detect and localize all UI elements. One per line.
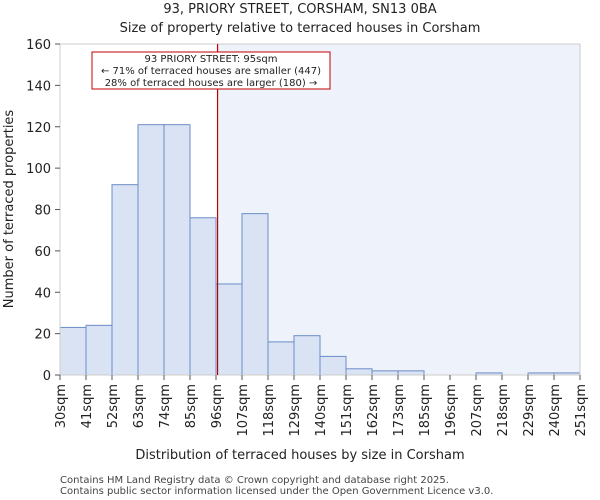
- y-tick-label: 20: [34, 328, 51, 343]
- x-tick-label: 107sqm: [236, 384, 251, 437]
- x-tick-label: 251sqm: [574, 384, 589, 437]
- y-tick-label: 140: [26, 79, 51, 94]
- x-tick-label: 229sqm: [522, 384, 537, 437]
- x-axis-ticks: 30sqm 41sqm 52sqm 63sqm 74sqm 85sqm 96sqm 107sq…: [54, 375, 589, 437]
- bar-52sqm: [111, 184, 139, 376]
- y-tick-label: 40: [34, 286, 51, 301]
- footer-line1: Contains HM Land Registry data © Crown c…: [60, 475, 449, 486]
- x-tick-label: 30sqm: [54, 384, 69, 428]
- chart-title-line2: Size of property relative to terraced ho…: [120, 21, 481, 36]
- bar-85sqm: [189, 217, 217, 376]
- x-tick-label: 63sqm: [132, 384, 147, 428]
- bar-30sqm: [59, 326, 87, 376]
- x-tick-label: 185sqm: [418, 384, 433, 437]
- y-tick-label: 0: [43, 369, 51, 384]
- x-tick-label: 41sqm: [80, 384, 95, 428]
- x-tick-label: 240sqm: [548, 384, 563, 437]
- y-tick-label: 160: [26, 38, 51, 53]
- bar-63sqm: [137, 124, 165, 376]
- x-tick-label: 218sqm: [496, 384, 511, 437]
- x-tick-label: 207sqm: [470, 384, 485, 437]
- bar-162sqm: [371, 370, 399, 376]
- annotation-box: 93 PRIORY STREET: 95sqm ← 71% of terrace…: [91, 51, 331, 90]
- bar-118sqm: [267, 341, 295, 376]
- bar-173sqm: [397, 370, 425, 376]
- chart-title-line1: 93, PRIORY STREET, CORSHAM, SN13 0BA: [163, 2, 436, 17]
- bar-107sqm: [241, 213, 269, 376]
- annotation-larger: 28% of terraced houses are larger (180) …: [105, 78, 318, 89]
- bar-96sqm: [215, 283, 243, 376]
- y-tick-label: 100: [26, 162, 51, 177]
- bar-151sqm: [345, 368, 373, 376]
- bars-group: [59, 124, 581, 376]
- bar-129sqm: [293, 335, 321, 376]
- y-tick-label: 80: [34, 204, 51, 219]
- x-tick-label: 74sqm: [158, 384, 173, 428]
- x-tick-label: 162sqm: [366, 384, 381, 437]
- y-axis-ticks: 0 20 40 60 80 100 120 140 160: [26, 38, 60, 384]
- larger-region-background: [217, 44, 580, 375]
- x-tick-label: 196sqm: [444, 384, 459, 437]
- x-tick-label: 151sqm: [340, 384, 355, 437]
- x-tick-label: 129sqm: [288, 384, 303, 437]
- y-tick-label: 60: [34, 245, 51, 260]
- bar-140sqm: [319, 355, 347, 376]
- annotation-title: 93 PRIORY STREET: 95sqm: [145, 54, 278, 65]
- x-tick-label: 52sqm: [106, 384, 121, 428]
- x-tick-label: 173sqm: [392, 384, 407, 437]
- footer-line2: Contains public sector information licen…: [60, 486, 493, 497]
- bar-41sqm: [85, 324, 113, 376]
- x-tick-label: 140sqm: [314, 384, 329, 437]
- x-axis-label: Distribution of terraced houses by size …: [135, 448, 464, 463]
- annotation-smaller: ← 71% of terraced houses are smaller (44…: [101, 66, 321, 77]
- x-tick-label: 118sqm: [262, 384, 277, 437]
- bar-74sqm: [163, 124, 191, 376]
- annotation-box-border: [91, 51, 331, 90]
- x-tick-label: 85sqm: [184, 384, 199, 428]
- y-axis-label: Number of terraced properties: [2, 110, 17, 309]
- x-tick-label: 96sqm: [210, 384, 225, 428]
- y-tick-label: 120: [26, 121, 51, 136]
